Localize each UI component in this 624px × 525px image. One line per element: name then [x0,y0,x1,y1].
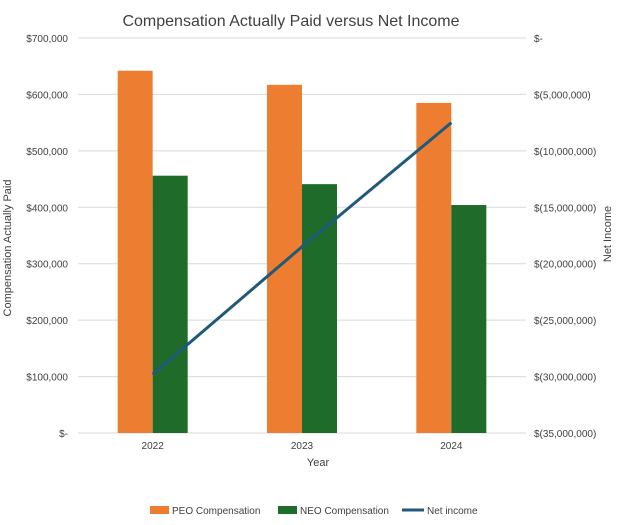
y2-tick-label: $(35,000,000) [534,429,596,440]
bar-neo-compensation-2023 [302,184,337,433]
y2-tick-label: $(25,000,000) [534,316,596,327]
line-net-income [151,121,453,376]
bar-peo-compensation-2024 [416,102,452,434]
y2-tick-label: $- [534,34,543,45]
legend-label-neo: NEO Compensation [300,506,389,517]
line-series [151,121,453,376]
y2-tick-label: $(20,000,000) [534,260,596,271]
y-axis-right: $(35,000,000) $(30,000,000) $(25,000,000) $… [534,34,596,440]
legend-swatch-peo [150,506,169,514]
bar-series [117,70,487,434]
y2-axis-label: Net Income [602,206,614,262]
x-axis-label: Year [307,457,330,469]
x-tick-label: 2024 [440,441,463,452]
y-tick-label: $100,000 [26,373,68,384]
legend-swatch-neo [278,506,297,514]
bar-peo-compensation-2023 [267,84,302,433]
y2-tick-label: $(15,000,000) [534,203,596,214]
y-tick-label: $500,000 [26,147,68,158]
y-tick-label: $700,000 [26,34,68,45]
y-tick-label: $400,000 [26,203,68,214]
bar-peo-compensation-2022 [117,70,153,433]
y-axis-left: $- $100,000 $200,000 $300,000 $400,000 $500,0… [26,34,68,440]
legend: PEO Compensation NEO Compensation Net in… [150,506,478,517]
x-tick-label: 2023 [291,441,314,452]
y2-tick-label: $(10,000,000) [534,147,596,158]
x-axis: 2022 2023 2024 [142,441,463,452]
bar-neo-compensation-2024 [451,205,487,433]
y-tick-label: $200,000 [26,316,68,327]
y-tick-label: $- [59,429,68,440]
bar-neo-compensation-2022 [152,175,188,433]
x-tick-label: 2022 [142,441,165,452]
legend-label-peo: PEO Compensation [172,506,260,517]
y2-tick-label: $(30,000,000) [534,373,596,384]
y-axis-label: Compensation Actually Paid [2,180,14,317]
y2-tick-label: $(5,000,000) [534,90,591,101]
chart-title: Compensation Actually Paid versus Net In… [122,13,459,30]
y-tick-label: $300,000 [26,260,68,271]
y-tick-label: $600,000 [26,90,68,101]
legend-label-net-income: Net income [427,506,478,517]
